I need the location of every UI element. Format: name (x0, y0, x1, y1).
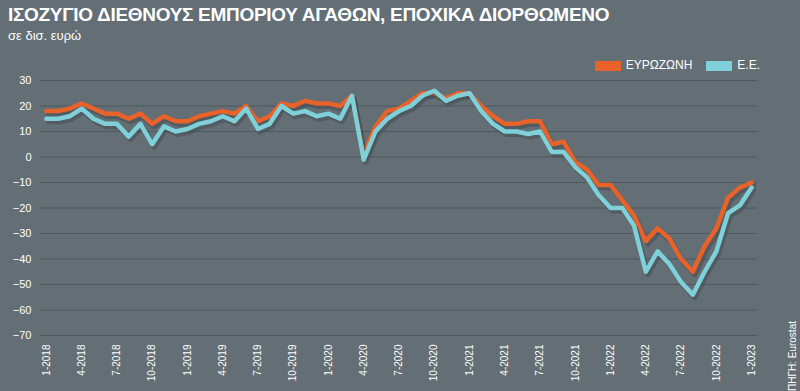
svg-text:10: 10 (19, 125, 31, 137)
svg-text:7-2018: 7-2018 (111, 344, 122, 376)
svg-text:1-2023: 1-2023 (746, 344, 757, 376)
svg-text:−60: −60 (13, 304, 32, 316)
svg-text:1-2020: 1-2020 (323, 344, 334, 376)
svg-text:1-2018: 1-2018 (41, 344, 52, 376)
svg-text:30: 30 (19, 74, 31, 86)
svg-text:10-2022: 10-2022 (711, 344, 722, 381)
svg-text:1-2022: 1-2022 (605, 344, 616, 376)
svg-text:4-2022: 4-2022 (640, 344, 651, 376)
svg-text:1-2021: 1-2021 (464, 344, 475, 376)
svg-text:−30: −30 (13, 227, 32, 239)
svg-text:4-2020: 4-2020 (358, 344, 369, 376)
svg-text:10-2019: 10-2019 (287, 344, 298, 381)
svg-text:4-2019: 4-2019 (217, 344, 228, 376)
svg-text:7-2022: 7-2022 (675, 344, 686, 376)
svg-text:7-2020: 7-2020 (393, 344, 404, 376)
html-text:ΕΥΡΩΖΩΝΗ: ΕΥΡΩΖΩΝΗ (625, 58, 693, 72)
svg-text:4-2021: 4-2021 (499, 344, 510, 376)
svg-text:7-2021: 7-2021 (534, 344, 545, 376)
svg-text:−70: −70 (13, 329, 32, 341)
html-text:σε δισ. ευρώ: σε δισ. ευρώ (8, 28, 82, 43)
svg-text:−10: −10 (13, 176, 32, 188)
svg-text:7-2019: 7-2019 (252, 344, 263, 376)
html-text:ΠΗΓΗ: Eurostat: ΠΗΓΗ: Eurostat (787, 321, 798, 391)
svg-text:−40: −40 (13, 253, 32, 265)
svg-text:0: 0 (25, 151, 31, 163)
html-text:ΙΣΟΖΥΓΙΟ ΔΙΕΘΝΟΥΣ ΕΜΠΟΡΙΟΥ ΑΓΑ: ΙΣΟΖΥΓΙΟ ΔΙΕΘΝΟΥΣ ΕΜΠΟΡΙΟΥ ΑΓΑΘΩΝ, ΕΠΟΧΙ… (8, 4, 610, 25)
svg-text:10-2021: 10-2021 (570, 344, 581, 381)
svg-text:−20: −20 (13, 202, 32, 214)
svg-text:10-2018: 10-2018 (146, 344, 157, 381)
html-text:Ε.Ε.: Ε.Ε. (737, 58, 760, 72)
svg-text:20: 20 (19, 100, 31, 112)
svg-text:10-2020: 10-2020 (428, 344, 439, 381)
svg-text:−50: −50 (13, 278, 32, 290)
svg-text:1-2019: 1-2019 (182, 344, 193, 376)
svg-text:4-2018: 4-2018 (76, 344, 87, 376)
